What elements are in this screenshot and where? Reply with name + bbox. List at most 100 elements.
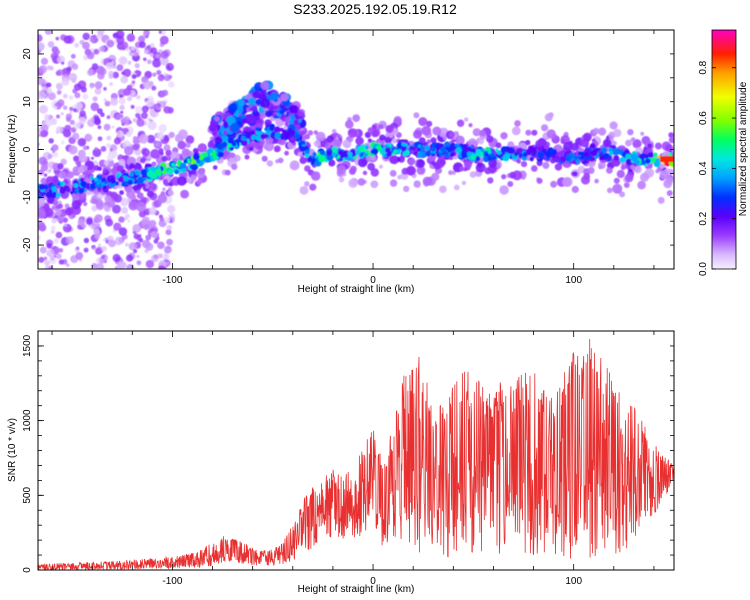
heatmap-cell bbox=[82, 145, 88, 151]
heatmap-cell bbox=[116, 130, 124, 138]
heatmap-cell bbox=[299, 156, 307, 164]
spectrogram-x-tick-label: 0 bbox=[370, 275, 376, 286]
heatmap-cell bbox=[69, 106, 74, 111]
heatmap-cell bbox=[82, 93, 89, 100]
heatmap-cell bbox=[119, 104, 125, 111]
heatmap-cell bbox=[167, 190, 174, 196]
heatmap-cell bbox=[421, 152, 427, 157]
heatmap-cell bbox=[313, 140, 321, 148]
heatmap-cell bbox=[417, 147, 421, 152]
heatmap-cell bbox=[456, 119, 465, 127]
heatmap-cell bbox=[47, 196, 55, 204]
heatmap-cell bbox=[80, 155, 88, 163]
heatmap-cell bbox=[421, 125, 432, 136]
heatmap-cell bbox=[103, 98, 107, 102]
heatmap-cell bbox=[124, 242, 129, 247]
heatmap-cell bbox=[38, 210, 46, 219]
heatmap-cell bbox=[94, 214, 103, 223]
heatmap-cell bbox=[537, 146, 544, 153]
spectrogram-x-label: Height of straight line (km) bbox=[298, 284, 415, 295]
heatmap-cell bbox=[170, 151, 180, 161]
heatmap-cell bbox=[55, 82, 64, 90]
heatmap-cell bbox=[461, 180, 467, 186]
heatmap-cell bbox=[46, 176, 55, 185]
heatmap-cell bbox=[181, 148, 191, 157]
heatmap-cell bbox=[163, 72, 167, 77]
heatmap-cell bbox=[104, 100, 111, 107]
heatmap-cell bbox=[480, 148, 485, 152]
heatmap-cell bbox=[130, 194, 137, 201]
heatmap-cell bbox=[331, 146, 338, 153]
heatmap-cell bbox=[90, 102, 100, 112]
heatmap-cell bbox=[104, 180, 108, 185]
heatmap-cell bbox=[103, 87, 107, 91]
heatmap-cell bbox=[444, 141, 451, 148]
heatmap-cell bbox=[416, 159, 425, 168]
heatmap-cell bbox=[345, 120, 354, 129]
heatmap-cell bbox=[109, 148, 114, 152]
heatmap-cell bbox=[575, 159, 581, 164]
heatmap-cell bbox=[153, 254, 159, 259]
heatmap-cell bbox=[370, 180, 379, 189]
spectrogram-y-tick-label: 20 bbox=[22, 48, 33, 60]
heatmap-cell bbox=[65, 236, 74, 245]
heatmap-cell bbox=[613, 128, 622, 138]
snr-x-label: Height of straight line (km) bbox=[298, 584, 415, 595]
heatmap-cell bbox=[459, 166, 465, 172]
heatmap-cell bbox=[41, 86, 47, 91]
heatmap-cell bbox=[71, 200, 82, 210]
heatmap-cell bbox=[607, 187, 613, 194]
heatmap-cell bbox=[51, 144, 59, 152]
heatmap-cell bbox=[451, 170, 456, 175]
heatmap-cell bbox=[159, 35, 169, 45]
heatmap-cell bbox=[549, 148, 554, 153]
heatmap-cell bbox=[389, 170, 397, 177]
heatmap-cell bbox=[139, 41, 146, 49]
heatmap-cell bbox=[149, 42, 155, 49]
heatmap-cell bbox=[140, 112, 148, 119]
heatmap-cell bbox=[273, 126, 281, 134]
heatmap-cell bbox=[403, 185, 410, 193]
heatmap-cell bbox=[174, 169, 180, 175]
heatmap-cell bbox=[641, 160, 646, 165]
snr-line bbox=[38, 338, 674, 570]
heatmap-cell bbox=[50, 52, 59, 61]
heatmap-cell bbox=[542, 162, 550, 169]
heatmap-cell bbox=[165, 229, 172, 236]
heatmap-cell bbox=[265, 129, 272, 135]
heatmap-cell bbox=[94, 183, 99, 188]
heatmap-cell bbox=[136, 95, 141, 100]
heatmap-cell bbox=[52, 191, 57, 196]
heatmap-cell bbox=[231, 163, 238, 170]
heatmap-cell bbox=[127, 219, 131, 223]
heatmap-cell bbox=[75, 109, 79, 113]
heatmap-cell bbox=[134, 52, 139, 56]
heatmap-cell bbox=[145, 149, 150, 155]
heatmap-cell bbox=[647, 152, 654, 158]
heatmap-cell bbox=[315, 131, 326, 142]
heatmap-cell bbox=[326, 154, 334, 161]
heatmap-cell bbox=[59, 181, 65, 187]
heatmap-cell bbox=[309, 183, 317, 191]
heatmap-cell bbox=[307, 156, 313, 162]
heatmap-cell bbox=[167, 204, 176, 214]
heatmap-cell bbox=[38, 197, 46, 207]
heatmap-cell bbox=[244, 154, 250, 160]
heatmap-cell bbox=[536, 177, 543, 184]
heatmap-cell bbox=[159, 151, 164, 156]
snr-series bbox=[38, 338, 674, 570]
heatmap-cell bbox=[122, 176, 129, 182]
heatmap-cell bbox=[43, 173, 48, 177]
heatmap-cell bbox=[133, 249, 138, 254]
spectrogram-y-label: Frequency (Hz) bbox=[7, 115, 18, 184]
heatmap-cell bbox=[42, 192, 47, 196]
heatmap-cell bbox=[47, 92, 56, 101]
heatmap-cell bbox=[584, 143, 589, 149]
heatmap-cell bbox=[156, 70, 162, 75]
heatmap-cell bbox=[83, 247, 89, 253]
heatmap-cell bbox=[141, 196, 148, 203]
heatmap-cell bbox=[240, 135, 246, 141]
heatmap-cell bbox=[56, 114, 60, 119]
heatmap-cell bbox=[637, 180, 646, 190]
heatmap-cell bbox=[106, 143, 111, 148]
